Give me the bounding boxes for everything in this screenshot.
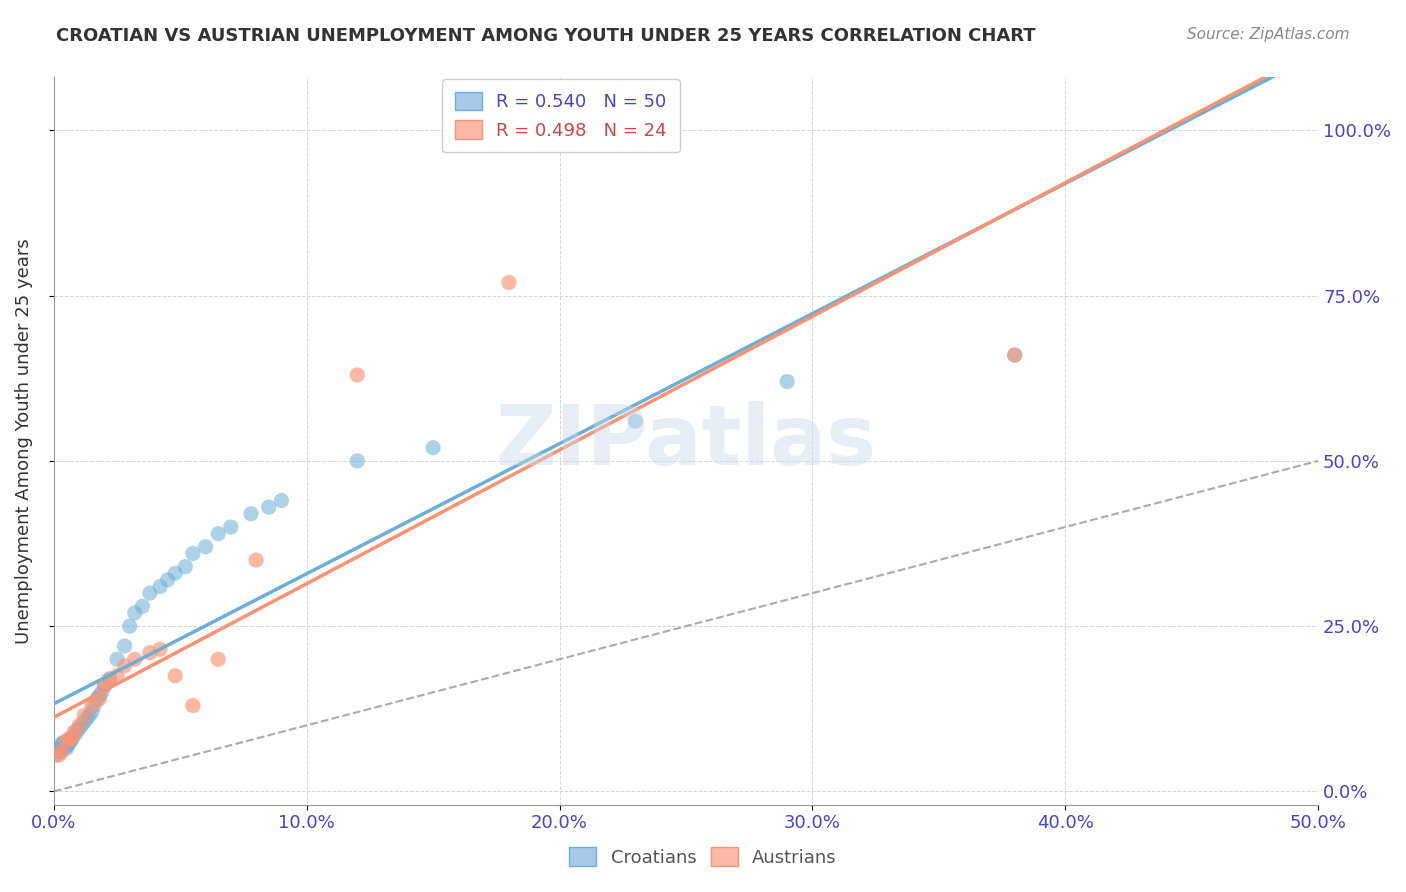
Point <box>90 685 112 699</box>
Point <box>70 718 93 732</box>
Point <box>139 586 162 600</box>
Point <box>89 689 111 703</box>
Point <box>118 619 141 633</box>
Point <box>124 606 146 620</box>
Point <box>114 639 136 653</box>
Point <box>240 507 263 521</box>
Point <box>624 414 647 428</box>
Y-axis label: Unemployment Among Youth under 25 years: Unemployment Among Youth under 25 years <box>15 238 32 644</box>
Point <box>60 731 83 746</box>
Legend: R = 0.540   N = 50, R = 0.498   N = 24: R = 0.540 N = 50, R = 0.498 N = 24 <box>441 79 679 153</box>
Point <box>105 652 128 666</box>
Point <box>131 599 153 614</box>
Point <box>181 546 204 560</box>
Point <box>270 493 292 508</box>
Point <box>73 708 96 723</box>
Text: Source: ZipAtlas.com: Source: ZipAtlas.com <box>1187 27 1350 42</box>
Point <box>498 276 520 290</box>
Point <box>58 735 80 749</box>
Point <box>58 731 80 746</box>
Point <box>48 748 70 763</box>
Point <box>48 745 70 759</box>
Point <box>105 669 128 683</box>
Point <box>181 698 204 713</box>
Point <box>51 737 73 751</box>
Point <box>219 520 242 534</box>
Point <box>51 745 73 759</box>
Point <box>207 526 229 541</box>
Point <box>93 679 115 693</box>
Point <box>76 712 98 726</box>
Point <box>346 368 368 382</box>
Point <box>124 652 146 666</box>
Point <box>60 731 83 746</box>
Point <box>73 714 96 729</box>
Point <box>346 454 368 468</box>
Point <box>65 725 87 739</box>
Point <box>257 500 280 515</box>
Point <box>51 738 73 752</box>
Point <box>52 739 75 754</box>
Point <box>1004 348 1026 362</box>
Point <box>80 705 103 719</box>
Point <box>156 573 179 587</box>
Point <box>98 672 121 686</box>
Point <box>139 646 162 660</box>
Point <box>194 540 217 554</box>
Point <box>60 732 83 747</box>
Point <box>165 566 187 581</box>
Point <box>67 718 90 732</box>
Point <box>55 741 77 756</box>
Point <box>1004 348 1026 362</box>
Point <box>77 708 100 723</box>
Legend: Croatians, Austrians: Croatians, Austrians <box>562 840 844 874</box>
Point <box>149 642 172 657</box>
Point <box>45 748 67 763</box>
Point <box>86 692 108 706</box>
Point <box>207 652 229 666</box>
Point <box>114 658 136 673</box>
Point <box>174 559 197 574</box>
Point <box>149 580 172 594</box>
Point <box>89 692 111 706</box>
Point <box>80 698 103 713</box>
Point <box>55 739 77 754</box>
Point <box>245 553 267 567</box>
Point <box>67 722 90 736</box>
Point <box>93 679 115 693</box>
Point <box>98 672 121 686</box>
Point <box>63 725 86 739</box>
Text: ZIPatlas: ZIPatlas <box>495 401 876 482</box>
Point <box>55 738 77 752</box>
Point <box>58 737 80 751</box>
Point <box>83 698 105 713</box>
Point <box>48 741 70 756</box>
Point <box>422 441 444 455</box>
Point <box>52 735 75 749</box>
Text: CROATIAN VS AUSTRIAN UNEMPLOYMENT AMONG YOUTH UNDER 25 YEARS CORRELATION CHART: CROATIAN VS AUSTRIAN UNEMPLOYMENT AMONG … <box>56 27 1036 45</box>
Point <box>165 669 187 683</box>
Point <box>776 375 799 389</box>
Point <box>55 735 77 749</box>
Point <box>63 728 86 742</box>
